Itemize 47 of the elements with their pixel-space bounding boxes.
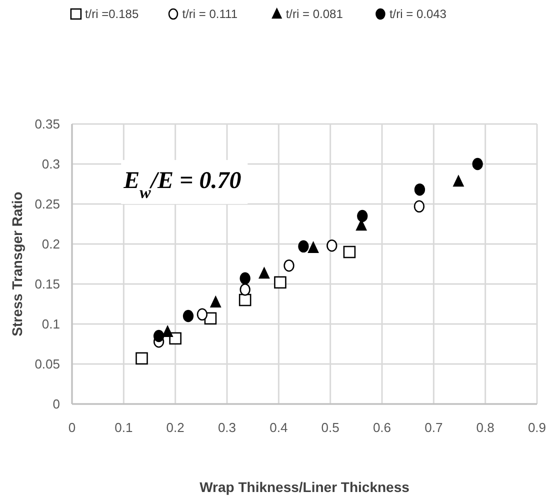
point <box>284 259 294 272</box>
point <box>240 283 250 296</box>
y-tick-label: 0 <box>52 396 60 412</box>
legend-label: t/ri = 0.043 <box>389 7 447 21</box>
legend-label: t/ri = 0.111 <box>182 7 238 21</box>
point <box>414 183 426 196</box>
x-tick-label: 0.1 <box>114 420 133 435</box>
point <box>196 308 208 321</box>
point <box>357 210 368 222</box>
y-axis-title: Stress Transger Ratio <box>9 192 25 336</box>
point <box>326 239 338 252</box>
x-tick-label: 0.7 <box>424 420 443 435</box>
x-tick-label: 0.4 <box>270 420 288 435</box>
x-tick-label: 0.8 <box>476 420 494 435</box>
y-tick-label: 0.3 <box>42 156 60 172</box>
y-tick-label: 0.35 <box>34 116 60 132</box>
x-axis-title: Wrap Thikness/Liner Thickness <box>200 479 410 495</box>
x-tick-label: 0 <box>68 420 76 435</box>
point <box>238 294 252 306</box>
legend-label: t/ri =0.185 <box>84 7 139 21</box>
point <box>274 276 286 289</box>
point <box>240 272 250 285</box>
x-tick-label: 0.5 <box>321 420 340 435</box>
point <box>298 240 309 253</box>
point <box>453 175 464 187</box>
point <box>414 200 425 213</box>
y-tick-label: 0.2 <box>42 236 60 252</box>
point <box>308 242 319 254</box>
y-tick-label: 0.05 <box>34 356 60 372</box>
x-tick-label: 0.6 <box>372 420 392 435</box>
point <box>136 352 148 365</box>
annotation: E$_{w}$/E = 0.70 <box>122 168 242 202</box>
point <box>258 267 270 279</box>
x-tick-label: 0.9 <box>528 420 546 435</box>
point <box>153 330 164 342</box>
point <box>162 326 173 338</box>
point <box>182 310 194 322</box>
point <box>169 332 182 345</box>
x-tick-label: 0.3 <box>218 420 236 435</box>
y-tick-label: 0.15 <box>34 276 60 292</box>
legend-label: t/ri = 0.081 <box>286 7 344 21</box>
x-tick-label: 0.2 <box>166 420 184 435</box>
point <box>343 246 356 258</box>
y-tick-label: 0.25 <box>34 196 60 212</box>
point <box>472 158 483 170</box>
point <box>210 296 221 308</box>
y-tick-label: 0.1 <box>42 316 60 332</box>
